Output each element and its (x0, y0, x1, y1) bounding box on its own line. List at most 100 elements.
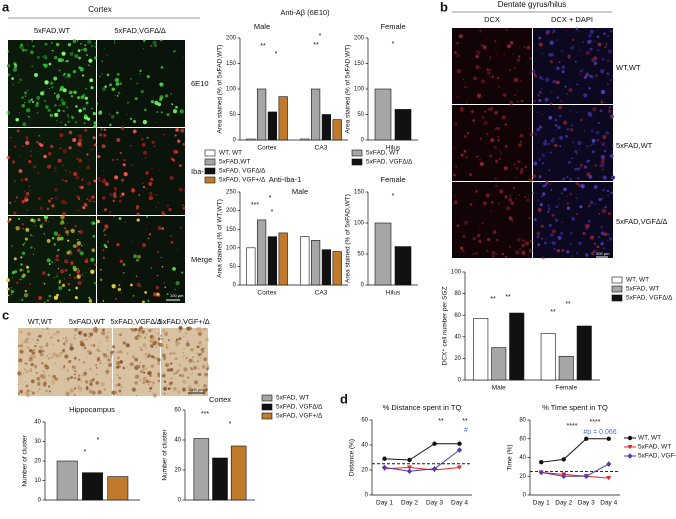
micrograph-speck (7, 73, 11, 76)
micrograph-speck (64, 201, 67, 204)
x-tick-label: Day 2 (555, 500, 572, 507)
micrograph-speck (69, 274, 71, 276)
micrograph-speck (21, 103, 25, 108)
micrograph-speck (150, 364, 155, 368)
legend-swatch (611, 294, 623, 302)
micrograph-speck (520, 99, 524, 103)
legend-swatch (204, 158, 216, 166)
micrograph-speck (508, 197, 513, 202)
micrograph-speck (61, 199, 66, 204)
micrograph-speck (101, 60, 103, 62)
micrograph-speck (51, 379, 54, 382)
micrograph-speck (82, 107, 86, 111)
legend-label: 5xFAD, WT (366, 150, 399, 157)
micrograph-speck (163, 380, 167, 383)
micrograph-speck (162, 353, 166, 358)
micrograph-speck (64, 268, 68, 272)
micrograph-speck (86, 349, 91, 354)
micrograph-speck (26, 346, 30, 349)
legend-label: WT, WT (626, 277, 649, 284)
micrograph-speck (146, 229, 147, 231)
micrograph-speck (137, 332, 141, 335)
micrograph-speck (574, 60, 577, 63)
micrograph-speck (469, 203, 473, 206)
micrograph-speck (138, 194, 141, 197)
x-tick-label: CA3 (315, 145, 328, 152)
micrograph-speck (159, 38, 163, 42)
micrograph-speck (93, 263, 97, 266)
micrograph-speck (109, 192, 113, 197)
micrograph-speck (596, 245, 600, 249)
micrograph-speck (69, 171, 72, 174)
micrograph-speck (547, 207, 551, 211)
micrograph-speck (551, 241, 557, 246)
micrograph-speck (190, 367, 194, 371)
micrograph-speck (21, 341, 24, 344)
micrograph-speck (146, 215, 149, 218)
micrograph-speck (598, 197, 602, 202)
micrograph-speck (84, 136, 86, 138)
micrograph-speck (81, 48, 83, 51)
point (627, 445, 633, 450)
micrograph-speck (149, 387, 153, 390)
micrograph-speck (153, 194, 156, 196)
micrograph-speck (487, 237, 491, 242)
micrograph-speck (151, 336, 156, 341)
micrograph-speck (162, 329, 165, 332)
micrograph-speck (64, 123, 67, 126)
micrograph-speck (605, 28, 607, 31)
micrograph-speck (42, 141, 45, 144)
micrograph-speck (98, 359, 102, 362)
micrograph-speck (70, 261, 74, 266)
micrograph-speck (519, 170, 523, 174)
micrograph-speck (553, 143, 558, 148)
micrograph-speck (125, 343, 130, 348)
micrograph-speck (44, 219, 48, 223)
legend-swatch (351, 158, 363, 166)
significance-label: * (97, 437, 100, 444)
micrograph-speck (453, 195, 456, 198)
micrograph-speck (65, 169, 67, 172)
micrograph-speck (488, 58, 491, 61)
y-axis-label: Area stained (% of 5xFAD,WT) (217, 45, 224, 134)
significance-label: ** (260, 43, 266, 50)
bar (374, 88, 392, 141)
micrograph-speck (497, 135, 500, 138)
micrograph-speck (18, 358, 23, 363)
y-tick-label: 100 (354, 221, 365, 227)
micrograph-speck (106, 349, 109, 351)
micrograph-speck (570, 242, 573, 245)
micrograph-speck (23, 292, 29, 298)
micrograph-speck (496, 76, 500, 80)
micrograph-speck (141, 137, 144, 141)
micrograph-speck (545, 180, 549, 185)
micrograph-speck (58, 279, 62, 283)
micrograph-speck (30, 246, 33, 249)
micrograph-speck (561, 70, 565, 74)
micrograph-speck (54, 377, 58, 381)
micrograph-speck (139, 326, 143, 330)
micrograph-speck (53, 231, 58, 236)
micrograph-speck (81, 178, 84, 181)
micrograph-speck (142, 300, 145, 304)
micrograph-speck (72, 365, 77, 370)
y-tick-label: 20 (174, 468, 181, 474)
micrograph-speck (598, 212, 601, 215)
micrograph-speck (605, 145, 608, 148)
significance-label: ** (462, 418, 468, 425)
scale-bar-label: 100 μm (170, 293, 184, 298)
x-tick-label: Hilus (386, 145, 401, 152)
micrograph-speck (463, 135, 467, 139)
legend-label: 5xFAD, VGF+/∆ (638, 453, 676, 460)
micrograph-speck (549, 60, 553, 64)
micrograph-speck (495, 53, 498, 55)
micrograph-speck (178, 326, 183, 331)
micrograph-speck (62, 73, 66, 77)
micrograph-speck (81, 244, 83, 247)
micrograph-speck (115, 391, 117, 393)
micrograph-speck (118, 91, 119, 93)
point (431, 465, 438, 472)
micrograph-speck (82, 206, 86, 209)
micrograph-speck (164, 359, 166, 361)
micrograph-speck (126, 113, 128, 115)
